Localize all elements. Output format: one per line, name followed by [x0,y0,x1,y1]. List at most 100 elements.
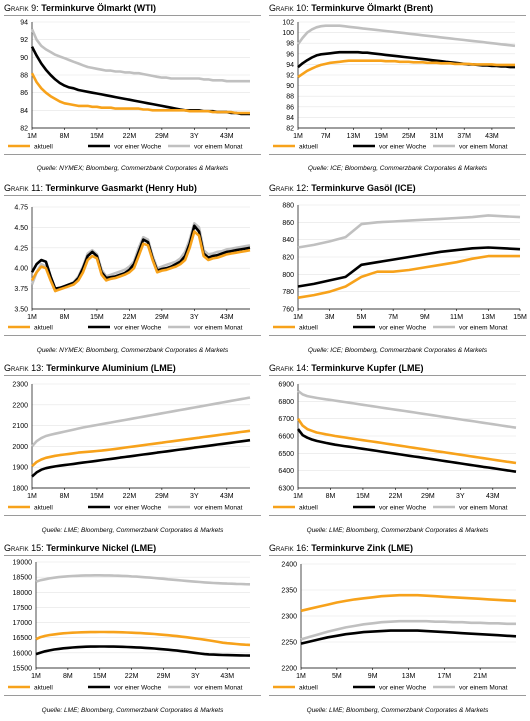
y-tick-label: 84 [286,115,294,122]
panel-title: Grafik 10: Terminkurve Ölmarkt (Brent) [269,3,433,13]
legend-label: vor einer Woche [379,144,427,151]
legend-label: vor einem Monat [194,505,243,512]
series-line-vor-einem-monat [297,214,521,249]
series-line-aktuell [297,254,520,299]
x-tick-label: 3Y [190,314,199,321]
x-tick-label: 17M [438,673,452,680]
y-tick-label: 98 [286,41,294,48]
x-tick-label: 1M [293,133,303,140]
chart-panel-10: Grafik 10: Terminkurve Ölmarkt (Brent) 82… [265,0,530,180]
y-tick-label: 17000 [13,620,33,627]
panel-title: Grafik 13: Terminkurve Aluminium (LME) [4,363,176,373]
y-tick-label: 18000 [13,590,33,597]
y-tick-label: 4.75 [14,205,28,212]
legend-label: vor einer Woche [379,685,427,692]
x-tick-label: 1M [27,133,37,140]
source-note: Quelle: LME; Bloomberg, Commerzbank Corp… [306,707,489,714]
series-line-aktuell [296,417,517,465]
y-tick-label: 16500 [13,635,33,642]
x-tick-label: 43M [485,133,499,140]
legend-label: vor einem Monat [459,685,508,692]
x-tick-label: 22M [123,493,137,500]
x-tick-label: 29M [421,493,435,500]
x-tick-label: 3Y [456,493,465,500]
x-tick-label: 9M [420,314,430,321]
x-tick-label: 3M [325,314,335,321]
series-line-vor-einem-monat [30,28,250,83]
x-tick-label: 1M [27,314,37,321]
title-rule [4,15,261,16]
legend-label: vor einer Woche [114,685,162,692]
y-tick-label: 18500 [13,575,33,582]
legend-rule [4,154,261,155]
chart-svg: 2200 2250 2300 2350 2400 1M 5M 9M 13M 17M 21M aktue… [273,562,517,692]
y-tick-label: 92 [20,37,28,44]
panel-title: Grafik 15: Terminkurve Nickel (LME) [4,543,156,553]
panel-title: Grafik 9: Terminkurve Ölmarkt (WTI) [4,3,156,13]
panel-title: Grafik 14: Terminkurve Kupfer (LME) [269,363,424,373]
y-tick-label: 19000 [13,560,33,567]
legend-rule [4,515,261,516]
figure-label: Grafik 13: [4,363,44,373]
legend-label: aktuell [299,325,318,332]
series-line-vor-einer-woche [300,629,517,645]
series-line-aktuell [297,59,515,79]
chart-panel-16: Grafik 16: Terminkurve Zink (LME) 2200 225… [265,540,530,720]
figure-label: Grafik 9: [4,3,39,13]
y-tick-label: 880 [282,203,294,210]
y-tick-label: 15500 [13,666,33,673]
x-tick-label: 8M [60,493,70,500]
x-tick-label: 15M [93,673,107,680]
legend-rule [269,695,526,696]
y-tick-label: 860 [282,220,294,227]
series-line-aktuell [300,593,517,613]
figure-title: Terminkurve Gasmarkt (Henry Hub) [45,183,197,193]
chart-svg: 1800 1900 2000 2100 2200 2300 1M 8M 15M 22M 29M 3Y 4… [8,382,251,512]
legend-rule [269,154,526,155]
y-tick-label: 84 [20,108,28,115]
chart-panel-9: Grafik 9: Terminkurve Ölmarkt (WTI) 82 84 8… [0,0,265,180]
x-tick-label: 1M [293,493,303,500]
y-tick-label: 2000 [12,444,28,451]
x-tick-label: 43M [220,673,234,680]
chart-panel-11: Grafik 11: Terminkurve Gasmarkt (Henry H… [0,180,265,360]
chart-svg: 82 84 86 88 90 92 94 96 98 100 102 1M 7M 13M 19M 25M 31M… [273,20,516,151]
y-tick-label: 82 [20,126,28,133]
y-tick-label: 760 [282,307,294,314]
y-tick-label: 86 [20,90,28,97]
legend-label: vor einer Woche [114,325,162,332]
figure-label: Grafik 14: [269,363,309,373]
series-line-vor-einer-woche [31,438,251,478]
x-tick-label: 3Y [191,673,200,680]
x-tick-label: 25M [402,133,416,140]
title-rule [4,195,261,196]
legend-label: aktuell [299,505,318,512]
y-tick-label: 94 [286,62,294,69]
figure-label: Grafik 10: [269,3,309,13]
legend-label: vor einem Monat [459,325,508,332]
y-tick-label: 90 [20,55,28,62]
legend-label: aktuell [299,685,318,692]
figure-label: Grafik 15: [4,543,44,553]
y-tick-label: 6400 [278,468,294,475]
source-note: Quelle: LME; Bloomberg, Commerzbank Corp… [306,527,489,534]
x-tick-label: 8M [60,133,70,140]
legend-label: vor einem Monat [194,144,243,151]
x-tick-label: 3Y [190,493,199,500]
x-tick-label: 22M [125,673,139,680]
x-tick-label: 43M [220,314,234,321]
chart-svg: 82 84 86 88 90 92 94 1M 8M 15M 22M 29M 3Y 43M aktuell v… [8,20,250,151]
legend-label: aktuell [299,144,318,151]
y-tick-label: 88 [286,94,294,101]
x-tick-label: 43M [220,493,234,500]
x-tick-label: 29M [155,133,169,140]
y-tick-label: 16000 [13,650,33,657]
x-tick-label: 7M [321,133,331,140]
series-line-aktuell [31,429,251,468]
y-tick-label: 94 [20,20,28,27]
series-line-vor-einem-monat [31,396,251,448]
x-tick-label: 29M [155,493,169,500]
x-tick-label: 15M [90,133,104,140]
panel-title: Grafik 12: Terminkurve Gasöl (ICE) [269,183,416,193]
y-tick-label: 2400 [281,562,297,569]
